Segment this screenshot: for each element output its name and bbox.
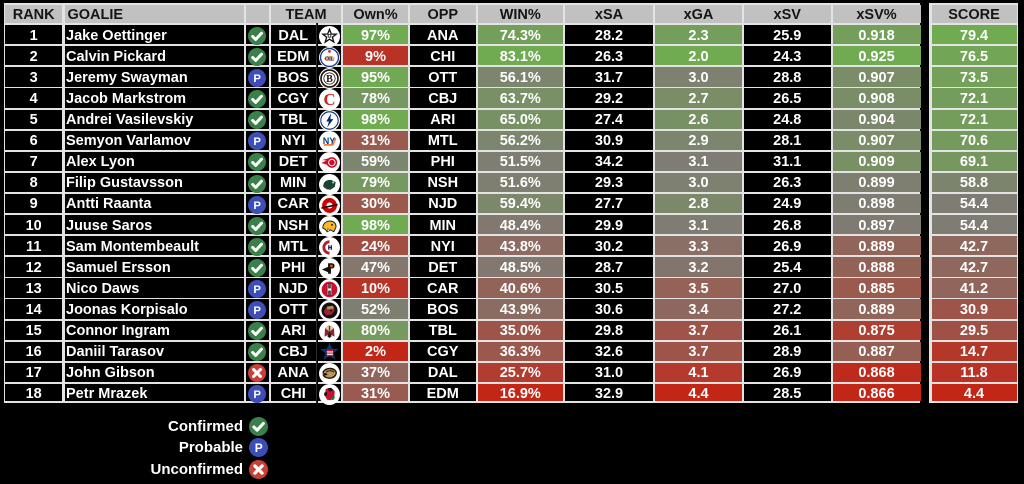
svg-text:P: P [254, 73, 262, 85]
svg-text:P: P [254, 200, 262, 212]
svg-text:B: B [326, 74, 333, 85]
svg-text:P: P [254, 305, 262, 317]
svg-text:P: P [254, 389, 262, 401]
svg-text:C: C [323, 90, 335, 109]
svg-text:P: P [255, 441, 263, 455]
svg-text:NY: NY [322, 136, 335, 146]
svg-text:P: P [254, 284, 262, 296]
svg-text:OIL: OIL [324, 56, 334, 62]
svg-text:P: P [254, 136, 262, 148]
